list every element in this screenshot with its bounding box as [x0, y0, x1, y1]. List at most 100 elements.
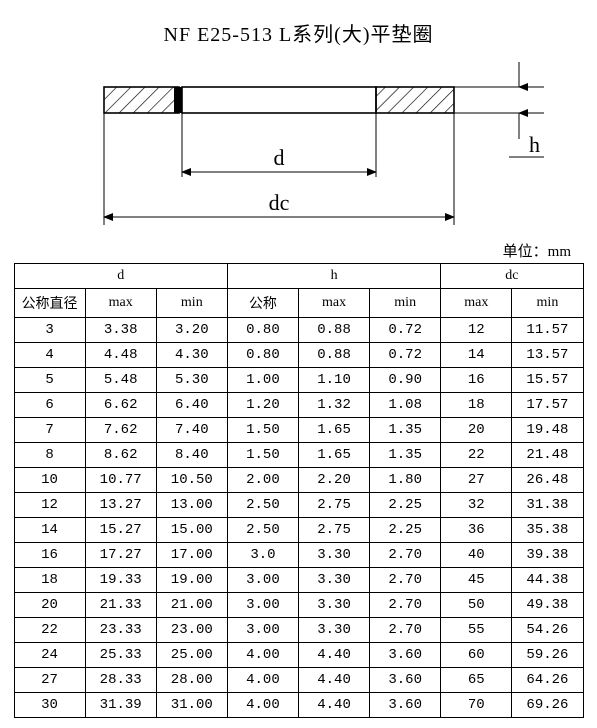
- cell-h_min: 0.72: [370, 343, 441, 368]
- cell-d_min: 13.00: [156, 493, 227, 518]
- cell-dc_min: 31.38: [512, 493, 583, 518]
- cell-n: 18: [14, 568, 85, 593]
- cell-dc_min: 54.26: [512, 618, 583, 643]
- cell-dc_max: 36: [441, 518, 512, 543]
- col-header-dc-max: max: [441, 289, 512, 318]
- cell-n: 30: [14, 693, 85, 718]
- cell-dc_min: 44.38: [512, 568, 583, 593]
- washer-section: [104, 87, 454, 113]
- cell-h_nom: 3.0: [227, 543, 298, 568]
- cell-h_max: 2.75: [299, 493, 370, 518]
- col-header-d-max: max: [85, 289, 156, 318]
- cell-h_min: 1.35: [370, 418, 441, 443]
- cell-h_max: 0.88: [299, 343, 370, 368]
- cell-h_min: 2.70: [370, 568, 441, 593]
- cell-d_min: 19.00: [156, 568, 227, 593]
- cell-d_min: 5.30: [156, 368, 227, 393]
- cell-d_max: 17.27: [85, 543, 156, 568]
- table-row: 33.383.200.800.880.721211.57: [14, 318, 583, 343]
- cell-dc_max: 12: [441, 318, 512, 343]
- cell-h_min: 0.72: [370, 318, 441, 343]
- table-row: 1617.2717.003.03.302.704039.38: [14, 543, 583, 568]
- table-row: 44.484.300.800.880.721413.57: [14, 343, 583, 368]
- cell-d_min: 17.00: [156, 543, 227, 568]
- cell-dc_max: 60: [441, 643, 512, 668]
- cell-d_min: 28.00: [156, 668, 227, 693]
- cell-dc_min: 39.38: [512, 543, 583, 568]
- cell-d_min: 23.00: [156, 618, 227, 643]
- cell-h_min: 2.70: [370, 593, 441, 618]
- cell-h_max: 0.88: [299, 318, 370, 343]
- cell-d_max: 7.62: [85, 418, 156, 443]
- cell-h_min: 1.08: [370, 393, 441, 418]
- cell-d_max: 19.33: [85, 568, 156, 593]
- cell-h_min: 1.35: [370, 443, 441, 468]
- cell-dc_max: 22: [441, 443, 512, 468]
- cell-h_nom: 4.00: [227, 668, 298, 693]
- group-header-d: d: [14, 264, 227, 289]
- cell-h_min: 3.60: [370, 668, 441, 693]
- cell-d_min: 3.20: [156, 318, 227, 343]
- cell-n: 14: [14, 518, 85, 543]
- cell-dc_min: 21.48: [512, 443, 583, 468]
- page-title: NF E25-513 L系列(大)平垫圈: [10, 18, 587, 47]
- cell-d_min: 4.30: [156, 343, 227, 368]
- cell-h_nom: 0.80: [227, 318, 298, 343]
- cell-h_max: 1.65: [299, 443, 370, 468]
- cell-h_min: 1.80: [370, 468, 441, 493]
- col-header-dc-min: min: [512, 289, 583, 318]
- washer-diagram: d dc h: [19, 57, 579, 232]
- col-header-h-max: max: [299, 289, 370, 318]
- dim-label-d: d: [273, 145, 284, 170]
- cell-dc_min: 13.57: [512, 343, 583, 368]
- table-row: 55.485.301.001.100.901615.57: [14, 368, 583, 393]
- cell-h_min: 2.70: [370, 618, 441, 643]
- cell-n: 20: [14, 593, 85, 618]
- cell-h_min: 2.25: [370, 493, 441, 518]
- cell-d_max: 10.77: [85, 468, 156, 493]
- cell-h_nom: 3.00: [227, 568, 298, 593]
- cell-d_max: 8.62: [85, 443, 156, 468]
- cell-h_nom: 0.80: [227, 343, 298, 368]
- group-header-h: h: [227, 264, 440, 289]
- cell-dc_max: 14: [441, 343, 512, 368]
- table-row: 1010.7710.502.002.201.802726.48: [14, 468, 583, 493]
- cell-h_min: 3.60: [370, 693, 441, 718]
- cell-d_min: 15.00: [156, 518, 227, 543]
- cell-d_min: 31.00: [156, 693, 227, 718]
- cell-h_max: 1.10: [299, 368, 370, 393]
- cell-d_max: 28.33: [85, 668, 156, 693]
- table-row: 77.627.401.501.651.352019.48: [14, 418, 583, 443]
- cell-h_max: 3.30: [299, 543, 370, 568]
- cell-dc_min: 17.57: [512, 393, 583, 418]
- cell-h_min: 3.60: [370, 643, 441, 668]
- unit-label: 单位：mm: [10, 240, 587, 261]
- cell-h_nom: 2.00: [227, 468, 298, 493]
- cell-h_min: 2.25: [370, 518, 441, 543]
- cell-h_min: 0.90: [370, 368, 441, 393]
- cell-d_min: 25.00: [156, 643, 227, 668]
- cell-dc_max: 32: [441, 493, 512, 518]
- cell-d_max: 6.62: [85, 393, 156, 418]
- col-header-d-min: min: [156, 289, 227, 318]
- table-row: 1819.3319.003.003.302.704544.38: [14, 568, 583, 593]
- cell-dc_max: 45: [441, 568, 512, 593]
- cell-d_min: 7.40: [156, 418, 227, 443]
- cell-n: 4: [14, 343, 85, 368]
- cell-h_max: 4.40: [299, 643, 370, 668]
- cell-dc_min: 69.26: [512, 693, 583, 718]
- table-group-header-row: d h dc: [14, 264, 583, 289]
- table-row: 66.626.401.201.321.081817.57: [14, 393, 583, 418]
- cell-n: 12: [14, 493, 85, 518]
- cell-h_max: 2.75: [299, 518, 370, 543]
- table-row: 2021.3321.003.003.302.705049.38: [14, 593, 583, 618]
- cell-h_nom: 1.00: [227, 368, 298, 393]
- cell-n: 8: [14, 443, 85, 468]
- cell-n: 16: [14, 543, 85, 568]
- cell-n: 5: [14, 368, 85, 393]
- table-sub-header-row: 公称直径 max min 公称 max min max min: [14, 289, 583, 318]
- cell-h_nom: 1.50: [227, 418, 298, 443]
- cell-d_max: 5.48: [85, 368, 156, 393]
- cell-n: 22: [14, 618, 85, 643]
- cell-h_nom: 2.50: [227, 493, 298, 518]
